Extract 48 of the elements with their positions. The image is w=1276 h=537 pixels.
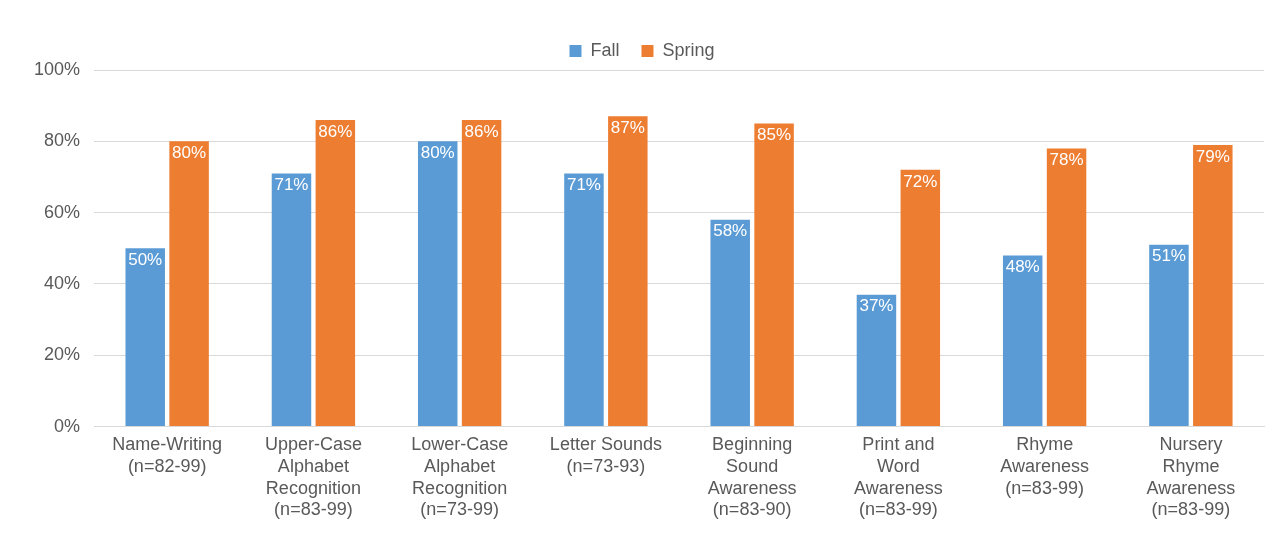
data-label: 85% bbox=[757, 125, 792, 145]
x-tick-label: Rhyme Awareness (n=83-99) bbox=[1000, 434, 1089, 498]
x-tick-label: Name-Writing (n=82-99) bbox=[112, 434, 222, 476]
data-label: 71% bbox=[566, 175, 601, 195]
legend-label: Spring bbox=[662, 39, 715, 60]
y-tick-label: 100% bbox=[33, 58, 81, 79]
legend-label: Fall bbox=[590, 39, 620, 60]
x-tick-label: Lower-Case Alphabet Recognition (n=73-99) bbox=[411, 434, 509, 520]
bar bbox=[856, 294, 897, 427]
bar bbox=[315, 119, 356, 427]
data-label: 86% bbox=[464, 121, 499, 141]
bar bbox=[417, 141, 458, 427]
bar bbox=[1046, 148, 1087, 427]
data-label: 80% bbox=[172, 143, 207, 163]
data-label: 71% bbox=[274, 175, 309, 195]
data-label: 48% bbox=[1005, 257, 1040, 277]
data-label: 37% bbox=[859, 296, 894, 316]
bar bbox=[710, 219, 750, 427]
bar bbox=[461, 119, 502, 427]
data-label: 58% bbox=[713, 221, 748, 241]
x-tick-label: Beginning Sound Awareness (n=83-90) bbox=[707, 434, 797, 520]
x-tick-label: Nursery Rhyme Awareness (n=83-99) bbox=[1146, 434, 1236, 520]
y-tick-label: 0% bbox=[54, 415, 81, 436]
y-tick-label: 80% bbox=[44, 130, 81, 151]
bar bbox=[754, 123, 794, 427]
data-label: 78% bbox=[1049, 150, 1084, 170]
x-tick-label: Print and Word Awareness (n=83-99) bbox=[854, 434, 943, 520]
y-tick-label: 20% bbox=[44, 344, 81, 365]
bar bbox=[1002, 255, 1043, 427]
bar bbox=[900, 169, 941, 427]
y-tick-label: 60% bbox=[44, 201, 81, 222]
data-label: 51% bbox=[1151, 246, 1186, 266]
x-tick-label: Upper-Case Alphabet Recognition (n=83-99) bbox=[264, 434, 362, 520]
data-label: 86% bbox=[318, 121, 353, 141]
bar bbox=[608, 116, 648, 427]
bar bbox=[564, 173, 604, 427]
bar bbox=[125, 248, 165, 427]
data-label: 72% bbox=[903, 171, 938, 191]
data-label: 50% bbox=[128, 249, 163, 269]
y-tick-label: 40% bbox=[44, 272, 81, 293]
bar bbox=[169, 141, 209, 427]
data-label: 87% bbox=[610, 118, 645, 138]
data-label: 80% bbox=[420, 143, 455, 163]
bar bbox=[1193, 144, 1233, 427]
data-label: 79% bbox=[1195, 146, 1230, 166]
x-tick-label: Letter Sounds (n=73-93) bbox=[549, 434, 662, 476]
bar bbox=[271, 173, 312, 427]
bar bbox=[1149, 244, 1189, 427]
